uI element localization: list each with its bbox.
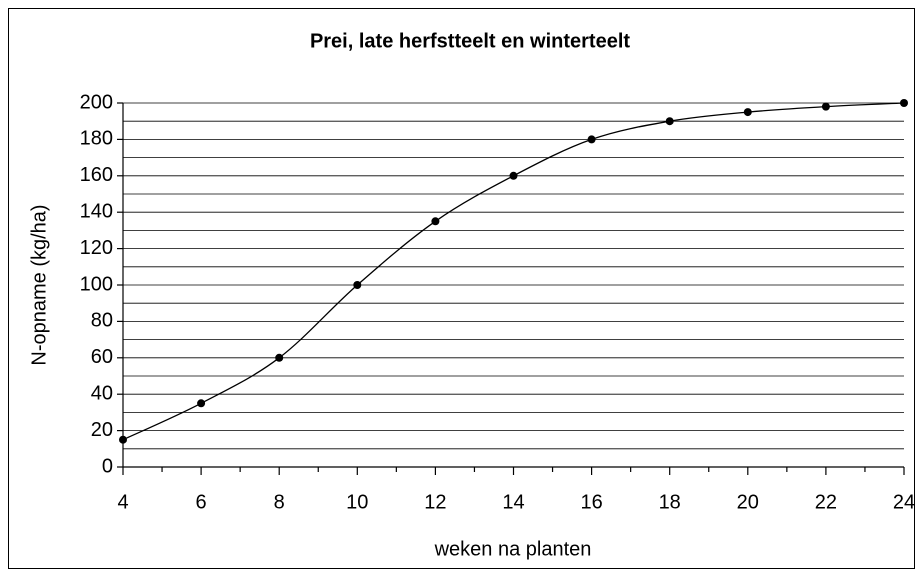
point xyxy=(743,108,752,117)
point xyxy=(821,102,830,111)
point xyxy=(587,135,596,144)
point xyxy=(900,99,908,107)
point xyxy=(431,217,440,226)
point xyxy=(275,353,284,362)
point xyxy=(353,281,362,289)
chart-title: Prei, late herfstteelt en winterteelt xyxy=(310,30,630,52)
point xyxy=(119,435,127,444)
x-axis-label: weken na planten xyxy=(434,538,592,560)
y-tick-label: 100 xyxy=(80,273,113,295)
y-tick-label: 40 xyxy=(91,382,113,404)
y-tick-label: 20 xyxy=(91,419,113,441)
chart-border xyxy=(8,8,915,569)
point xyxy=(665,117,674,126)
line xyxy=(122,102,905,441)
point xyxy=(509,171,518,180)
x-tick-label: 16 xyxy=(580,491,602,513)
y-tick-label: 0 xyxy=(102,455,113,477)
y-tick-label: 120 xyxy=(80,237,113,259)
x-tick-label: 18 xyxy=(659,491,681,513)
point xyxy=(197,399,206,408)
y-tick-label: 180 xyxy=(80,128,113,150)
y-tick-label: 200 xyxy=(80,91,113,113)
x-tick-label: 8 xyxy=(274,491,285,513)
x-tick-label: 4 xyxy=(117,491,128,513)
x-tick-label: 10 xyxy=(346,491,368,513)
y-axis-label: N-opname (kg/ha) xyxy=(28,204,50,365)
y-tick-label: 140 xyxy=(80,200,113,222)
y-tick-label: 60 xyxy=(91,346,113,368)
x-tick-label: 24 xyxy=(893,491,915,513)
y-tick-label: 160 xyxy=(80,164,113,186)
x-tick-label: 20 xyxy=(737,491,759,513)
x-tick-label: 14 xyxy=(502,491,524,513)
y-tick-label: 80 xyxy=(91,310,113,332)
x-tick-label: 12 xyxy=(424,491,446,513)
x-tick-label: 6 xyxy=(196,491,207,513)
x-tick-label: 22 xyxy=(815,491,837,513)
